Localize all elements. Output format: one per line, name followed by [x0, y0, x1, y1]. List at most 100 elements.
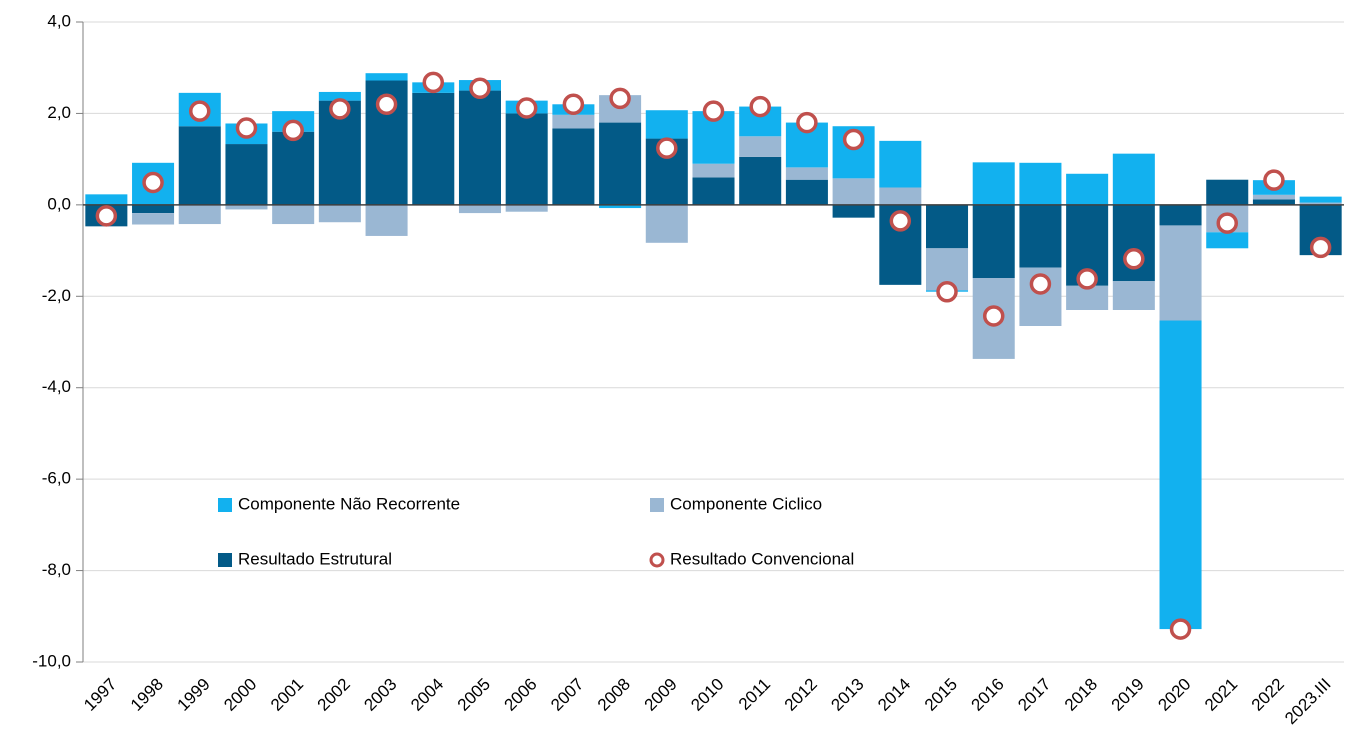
- bar-segment: [832, 178, 875, 205]
- x-tick-label: 2000: [220, 675, 260, 715]
- bar-segment: [692, 163, 735, 178]
- x-tick-label: 2017: [1014, 675, 1054, 715]
- bar-segment: [1159, 225, 1202, 321]
- bar-segment: [365, 204, 408, 236]
- legend-swatch: [218, 553, 232, 567]
- x-tick-label: 2011: [735, 675, 774, 714]
- y-tick-label: 0,0: [47, 194, 71, 213]
- bar-segment: [1019, 204, 1062, 268]
- legend-swatch: [218, 498, 232, 512]
- bar-segment: [1112, 204, 1155, 282]
- bar-segment: [132, 204, 175, 214]
- marker: [889, 210, 912, 232]
- bar-segment: [1206, 179, 1249, 205]
- bar-segment: [1299, 202, 1342, 205]
- marker: [1169, 618, 1192, 640]
- x-tick-label: 2007: [547, 675, 587, 715]
- marker: [796, 111, 818, 134]
- marker: [1123, 248, 1145, 270]
- bar-segment: [505, 204, 548, 212]
- y-tick-label: 2,0: [47, 103, 71, 122]
- bar-segment: [1252, 194, 1295, 200]
- bar-segment: [785, 167, 828, 180]
- x-tick-label: 2005: [454, 675, 494, 715]
- marker: [95, 205, 118, 227]
- bar-segment: [739, 156, 782, 205]
- marker: [936, 280, 958, 303]
- bar-segment: [832, 204, 875, 218]
- marker: [375, 93, 398, 116]
- x-tick-label: 2008: [594, 675, 634, 715]
- marker: [1263, 169, 1285, 191]
- marker: [749, 95, 771, 118]
- marker: [656, 137, 678, 159]
- bar-segment: [599, 122, 642, 205]
- bar-segment: [1019, 162, 1062, 205]
- bar-segment: [1159, 320, 1202, 630]
- x-tick-label: 2001: [267, 675, 307, 715]
- bar-segment: [1206, 232, 1249, 249]
- x-tick-label: 2020: [1154, 675, 1194, 715]
- y-tick-label: -6,0: [42, 469, 71, 488]
- bar-segment: [458, 90, 501, 205]
- x-tick-label: 1997: [80, 675, 120, 715]
- x-tick-label: 2023.III: [1281, 675, 1335, 729]
- bar-segment: [132, 213, 175, 225]
- legend-marker: [649, 552, 665, 568]
- x-tick-label: 2014: [874, 675, 914, 715]
- x-tick-label: 2015: [921, 675, 961, 715]
- legend-label: Resultado Estrutural: [238, 549, 392, 568]
- marker: [842, 128, 865, 151]
- x-tick-label: 1998: [127, 675, 167, 715]
- y-tick-label: 4,0: [47, 11, 71, 30]
- bar-segment: [552, 128, 595, 205]
- marker: [1076, 268, 1098, 290]
- bar-segment: [926, 204, 969, 249]
- legend-label: Resultado Convencional: [670, 549, 854, 568]
- x-tick-label: 2022: [1248, 675, 1288, 715]
- bar-segment: [225, 144, 268, 205]
- marker: [189, 100, 211, 122]
- bar-segment: [1112, 281, 1155, 310]
- marker: [235, 117, 258, 139]
- x-tick-label: 2010: [687, 675, 727, 715]
- x-tick-label: 2012: [781, 675, 821, 715]
- y-tick-label: -8,0: [42, 560, 71, 579]
- marker: [282, 119, 304, 142]
- bar-segment: [1066, 285, 1109, 310]
- bar-segment: [178, 126, 221, 205]
- bar-segment: [1112, 153, 1155, 205]
- x-tick-label: 1999: [174, 675, 214, 715]
- x-tick-label: 2009: [641, 675, 681, 715]
- x-tick-label: 2021: [1201, 675, 1241, 715]
- bar-segment: [1159, 204, 1202, 226]
- bar-segment: [272, 131, 315, 205]
- marker: [422, 71, 445, 94]
- marker: [1309, 236, 1332, 259]
- bar-segment: [365, 73, 408, 81]
- bar-segment: [85, 194, 128, 205]
- legend-swatch: [650, 498, 664, 512]
- x-tick-label: 2013: [827, 675, 867, 715]
- marker: [562, 93, 585, 116]
- x-tick-label: 2019: [1108, 675, 1148, 715]
- legend-label: Componente Ciclico: [670, 494, 822, 513]
- bar-segment: [1066, 173, 1109, 205]
- x-tick-label: 2018: [1061, 675, 1101, 715]
- y-tick-label: -10,0: [32, 651, 71, 670]
- marker: [142, 171, 164, 194]
- y-tick-label: -4,0: [42, 377, 71, 396]
- bar-segment: [318, 91, 361, 101]
- x-tick-label: 2006: [501, 675, 541, 715]
- bar-segment: [552, 114, 595, 129]
- bar-segment: [318, 204, 361, 223]
- bar-segment: [879, 140, 922, 188]
- bar-segment: [739, 136, 782, 157]
- x-tick-label: 2016: [968, 675, 1008, 715]
- legend-label: Componente Não Recorrente: [238, 494, 460, 513]
- marker: [702, 100, 725, 122]
- x-tick-label: 2003: [360, 675, 400, 715]
- marker: [469, 77, 491, 100]
- bar-segment: [1252, 199, 1295, 205]
- x-tick-label: 2002: [314, 675, 354, 715]
